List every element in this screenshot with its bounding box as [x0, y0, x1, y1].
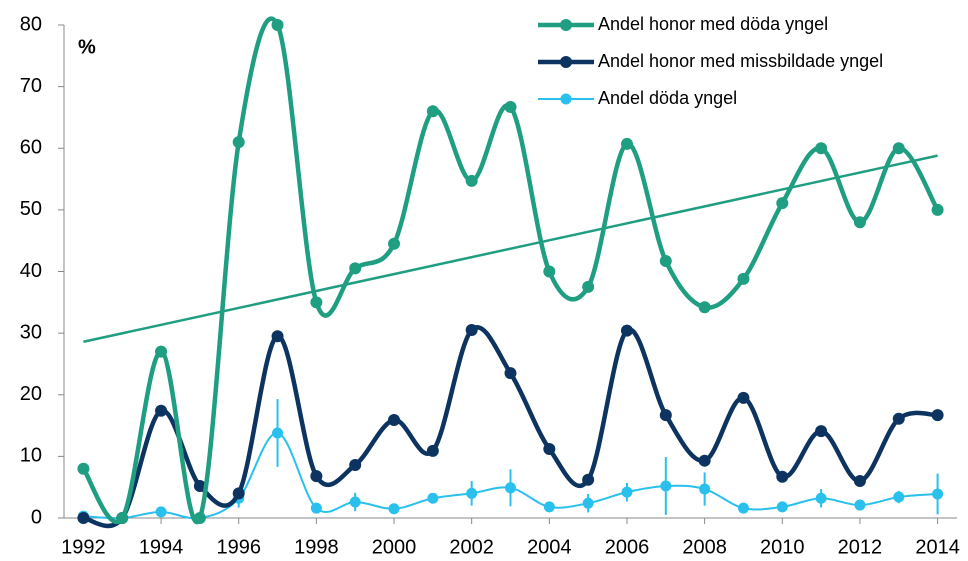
x-tick-label: 2010: [760, 536, 805, 558]
point: [892, 412, 905, 425]
point: [582, 473, 595, 486]
legend-label: Andel honor med döda yngel: [598, 14, 828, 34]
point: [815, 492, 827, 504]
x-tick-label: 2000: [372, 536, 417, 558]
point: [504, 367, 517, 380]
series-line: [81, 16, 940, 525]
point: [116, 512, 129, 524]
x-tick-label: 1996: [216, 536, 261, 558]
point: [232, 136, 245, 149]
legend-marker: [560, 56, 572, 68]
legend-marker: [560, 19, 572, 31]
y-tick-label: 50: [20, 198, 42, 220]
point: [621, 486, 633, 498]
point: [892, 142, 905, 155]
point: [349, 262, 362, 275]
point: [77, 462, 90, 475]
legend-label: Andel döda yngel: [598, 88, 737, 108]
point: [272, 427, 284, 439]
point: [465, 324, 478, 337]
point: [659, 255, 672, 268]
x-tick-label: 2004: [527, 536, 572, 558]
point: [815, 142, 828, 155]
x-tick-label: 1994: [139, 536, 184, 558]
point: [737, 502, 749, 514]
point: [893, 491, 905, 503]
point: [737, 272, 750, 285]
point: [931, 409, 944, 422]
y-tick-label: 10: [20, 445, 42, 467]
point: [620, 324, 633, 337]
y-axis-label: %: [78, 36, 96, 58]
point: [698, 301, 711, 314]
point: [388, 503, 400, 515]
point: [853, 216, 866, 229]
x-tick-label: 2012: [838, 536, 883, 558]
point: [193, 512, 206, 524]
point: [582, 280, 595, 293]
point: [620, 137, 633, 150]
point: [543, 265, 556, 278]
y-tick-label: 0: [31, 506, 42, 528]
y-tick-label: 30: [20, 321, 42, 343]
y-tick-label: 40: [20, 260, 42, 282]
point: [698, 454, 711, 467]
x-tick-label: 2006: [605, 536, 650, 558]
x-tick-label: 2002: [449, 536, 494, 558]
point: [310, 296, 323, 309]
point: [854, 499, 866, 511]
x-tick-label: 2014: [915, 536, 960, 558]
point: [853, 475, 866, 488]
y-tick-label: 80: [20, 13, 42, 35]
point: [582, 497, 594, 509]
point: [815, 425, 828, 438]
x-tick-label: 2008: [682, 536, 727, 558]
point: [193, 479, 206, 492]
point: [465, 174, 478, 187]
point: [271, 19, 284, 31]
trendline: [83, 154, 938, 343]
point: [505, 482, 516, 494]
legend-marker: [560, 93, 572, 105]
point: [77, 512, 90, 524]
point: [776, 197, 789, 210]
x-tick-label: 1998: [294, 536, 339, 558]
point: [271, 330, 284, 343]
x-tick-label: 1992: [61, 536, 106, 558]
point: [232, 487, 245, 500]
legend-label: Andel honor med missbildade yngel: [598, 51, 883, 71]
y-tick-label: 60: [20, 137, 42, 159]
point: [310, 502, 322, 514]
point: [349, 496, 361, 508]
point: [543, 442, 556, 455]
point: [659, 409, 672, 422]
y-tick-label: 70: [20, 75, 42, 97]
point: [660, 480, 672, 492]
point: [699, 483, 711, 495]
point: [310, 470, 323, 483]
y-tick-label: 20: [20, 383, 42, 405]
point: [155, 345, 168, 358]
point: [388, 414, 401, 427]
point: [155, 506, 167, 518]
point: [931, 203, 944, 216]
point: [349, 459, 362, 472]
point: [466, 487, 478, 499]
point: [776, 470, 789, 483]
point: [426, 444, 439, 457]
point: [737, 391, 750, 404]
point: [776, 501, 788, 513]
point: [932, 488, 944, 500]
point: [155, 404, 168, 417]
point: [426, 105, 439, 118]
point: [388, 237, 401, 250]
point: [543, 501, 555, 513]
point: [504, 100, 517, 113]
point: [427, 492, 439, 504]
